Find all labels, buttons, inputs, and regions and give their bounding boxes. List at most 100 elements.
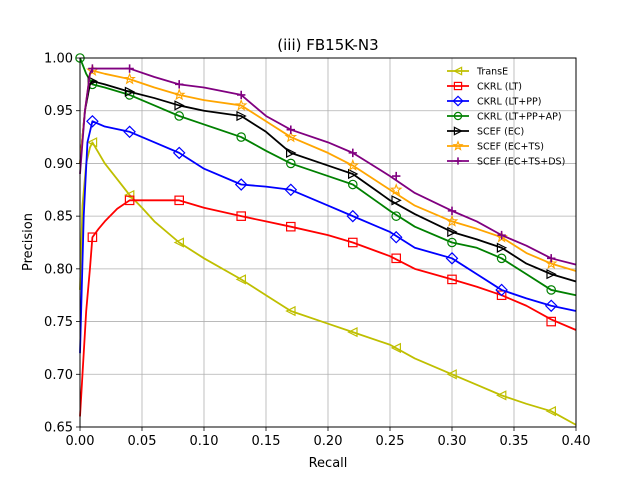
plus-marker [447,206,457,216]
triangle-left-marker [446,369,457,380]
plus-marker [454,157,462,165]
triangle-left-marker [545,406,557,417]
series-line [79,120,577,354]
diamond-marker [389,230,403,244]
triangle-left-marker [173,237,184,248]
plus-marker [497,230,506,240]
plus-marker [348,148,357,158]
legend: TransE CKRL (LT) CKRL (LT+PP) CKRL (LT+PP+A… [447,66,565,168]
circle-marker [496,253,507,264]
triangle-left-marker [496,390,507,401]
triangle-left-marker [86,137,98,148]
triangle-right-marker [391,195,402,206]
series-transe [79,137,577,426]
x-tick-label: 0.00 [66,434,95,449]
legend-label: CKRL (LT+PP) [477,97,541,108]
star-marker [544,256,558,269]
x-tick-label: 0.30 [438,434,467,449]
star-marker [234,98,248,111]
plus-marker [286,125,295,134]
x-axis-title: Recall [309,456,348,471]
circle-marker [347,179,358,190]
square-marker [391,253,401,264]
series-line [79,57,577,297]
legend-label: TransE [476,67,508,78]
legend-label: CKRL (LT) [477,82,522,93]
circle-marker [391,211,401,221]
square-marker [174,195,184,206]
x-tick-label: 0.05 [128,434,157,449]
triangle-left-marker [390,342,401,354]
triangle-right-marker [447,226,458,238]
legend-label: CKRL (LT+PP+AP) [477,112,562,123]
legend-label: SCEF (EC+TS+DS) [477,157,565,168]
triangle-right-marker [236,110,247,122]
x-tick-label: 0.25 [376,434,405,449]
x-tick-label: 0.10 [190,434,219,449]
y-tick-label: 0.70 [44,368,73,383]
x-tick-label: 0.20 [314,434,343,449]
diamond-marker [544,299,558,313]
circle-marker [447,237,457,248]
square-marker [87,232,98,243]
legend-item: CKRL (LT) [447,82,522,93]
circle-marker [285,158,296,169]
circle-marker [453,111,463,121]
y-tick-label: 1.00 [44,52,73,67]
legend-item: SCEF (EC+TS+DS) [447,157,565,168]
star-marker [123,72,136,85]
star-marker [172,88,186,101]
plus-marker [392,171,401,181]
square-marker [496,290,507,301]
triangle-left-marker [124,189,135,201]
x-tick-label: 0.35 [500,434,529,449]
diamond-marker [495,283,508,297]
legend-label: SCEF (EC) [477,127,524,138]
plus-marker [237,90,246,100]
triangle-left-marker [235,274,246,285]
legend-item: CKRL (LT+PP) [447,95,541,108]
triangle-right-marker [124,86,136,97]
legend-item: CKRL (LT+PP+AP) [447,112,562,123]
triangle-left-marker [453,66,463,76]
x-tick-label: 0.40 [562,434,591,449]
star-marker [284,130,298,143]
series-line [79,67,577,266]
y-tick-label: 0.65 [44,421,73,436]
triangle-right-marker [453,126,463,136]
series-line [79,69,577,272]
square-marker [546,316,556,327]
triangle-right-marker [174,100,185,111]
square-marker [453,81,463,91]
legend-label: SCEF (EC+TS) [477,142,544,153]
series-line [79,141,577,426]
triangle-right-marker [496,242,508,253]
series-scef-ec-ts-ds [79,64,577,266]
y-tick-label: 0.95 [44,104,73,119]
circle-marker [174,111,184,121]
triangle-right-marker [286,147,297,159]
star-marker [445,214,459,227]
triangle-right-marker [546,268,557,280]
plus-marker [88,64,97,73]
y-tick-label: 0.80 [44,262,73,277]
legend-item: SCEF (EC+TS) [447,140,544,153]
series-ckrl-lt [79,195,577,417]
plus-marker [125,64,134,73]
square-marker [236,211,246,221]
plus-marker [175,80,184,89]
diamond-marker [123,125,136,139]
y-tick-label: 0.75 [44,315,73,330]
diamond-marker [284,183,298,197]
ticks: 0.00 0.05 0.10 0.15 0.20 0.25 0.30 0.35 0.40 0.65… [44,52,590,450]
diamond-marker [172,146,186,160]
series-ckrl-lt-pp [79,114,577,354]
diamond-marker [445,252,459,265]
diamond-marker [86,114,99,128]
y-axis-title: Precision [21,213,36,271]
diamond-marker [346,209,360,223]
square-marker [124,195,135,206]
plus-marker [547,254,556,263]
